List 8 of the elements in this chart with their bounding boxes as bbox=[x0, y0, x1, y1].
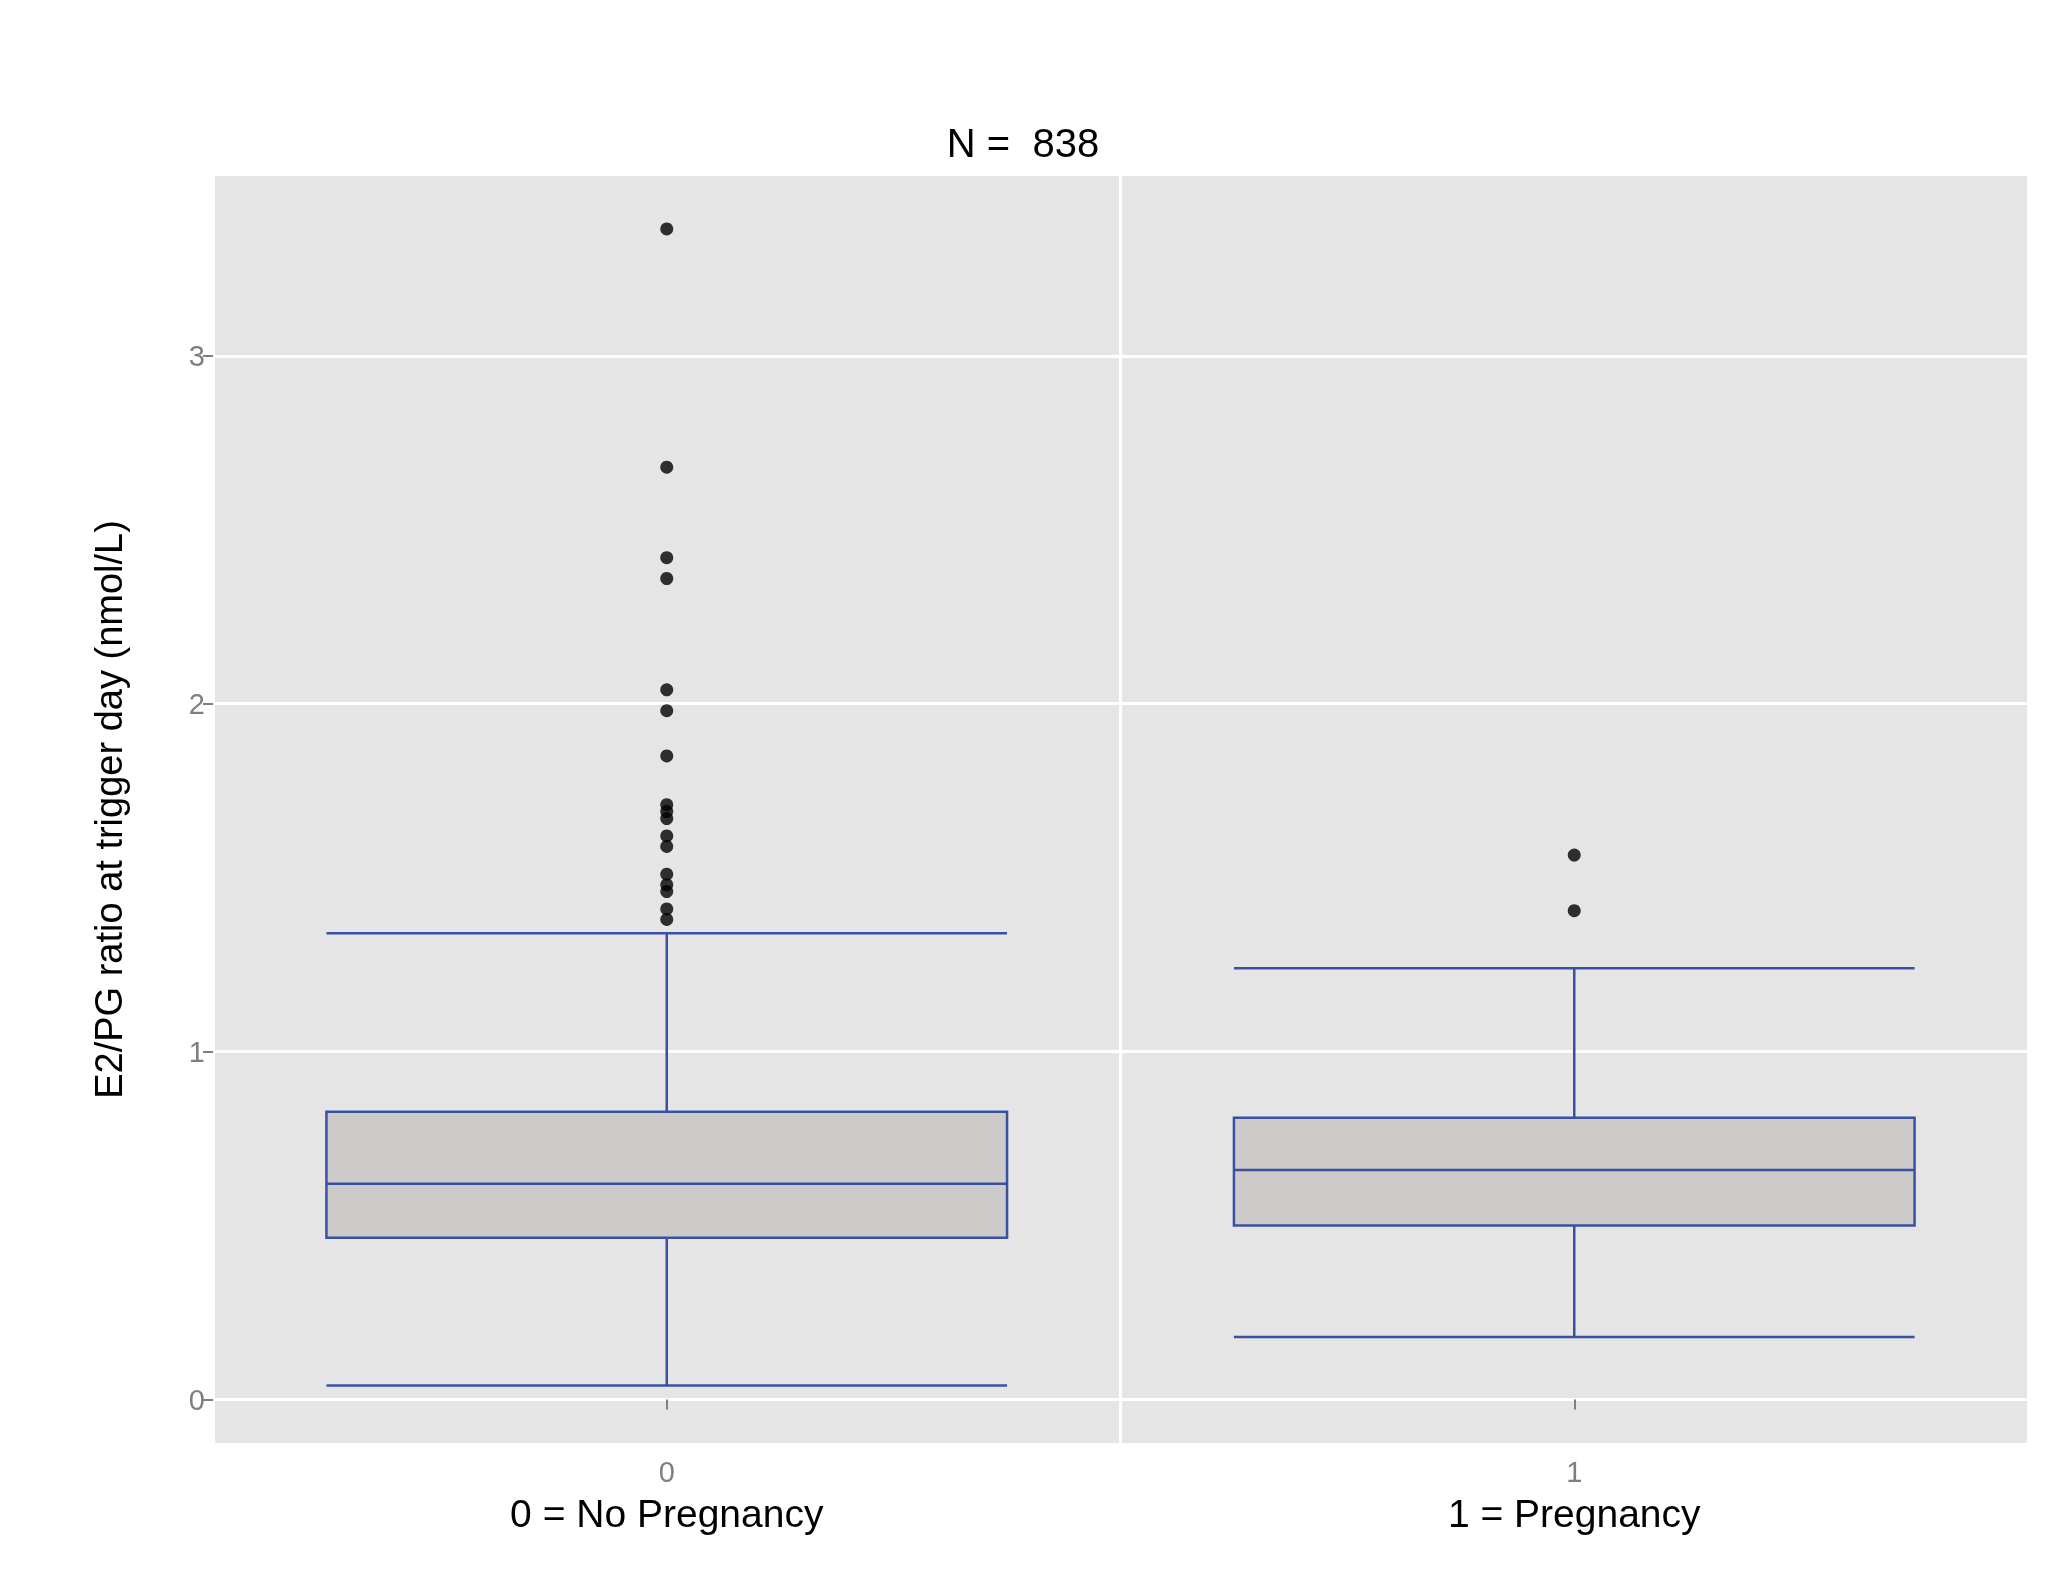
y-tick-label: 3 bbox=[188, 339, 205, 372]
y-tick-label: 0 bbox=[188, 1383, 205, 1416]
y-axis-title: E2/PG ratio at trigger day (nmol/L) bbox=[88, 520, 130, 1099]
y-tick-label: 1 bbox=[188, 1035, 205, 1068]
text: 0 = No Pregnancy bbox=[510, 1492, 824, 1535]
y-tick-label: 2 bbox=[188, 687, 205, 720]
chart-title: N = 838 bbox=[946, 121, 1100, 165]
text: 1 = Pregnancy bbox=[1447, 1492, 1702, 1535]
